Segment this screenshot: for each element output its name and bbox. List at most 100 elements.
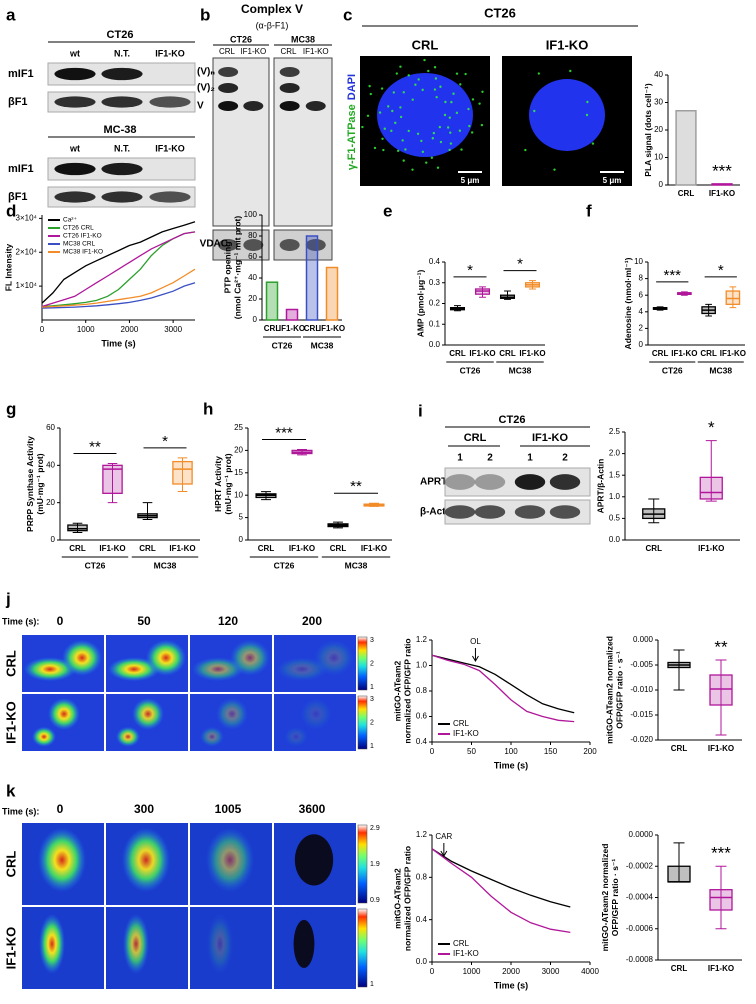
group-label: CT26 <box>272 340 293 350</box>
annotation: CAR <box>435 832 452 841</box>
x-tick-label: IF1-KO <box>361 544 387 553</box>
significance: * <box>718 262 724 279</box>
x-tick-label: IF1-KO <box>319 324 345 333</box>
series-line <box>41 221 196 304</box>
x-tick-label: CRL <box>499 349 516 358</box>
dot <box>439 140 443 144</box>
y-axis-label: HPRT Activity <box>213 456 223 512</box>
x-tick-label: 200 <box>583 747 597 756</box>
colorbar-label: 1 <box>370 743 374 750</box>
cell <box>122 827 170 892</box>
dot <box>537 72 541 75</box>
y-tick-label: 1.2 <box>416 830 428 839</box>
series-line <box>431 654 575 714</box>
colorbar-label: 2 <box>370 660 374 667</box>
dot <box>467 107 470 111</box>
lane-label: N.T. <box>114 48 130 58</box>
dot <box>460 148 463 151</box>
band <box>54 67 96 81</box>
y-axis-label: (mU·mg⁻¹ prot) <box>35 453 45 514</box>
x-tick-label: IF1-KO <box>708 744 734 753</box>
x-axis-label: Time (s) <box>494 980 528 990</box>
band <box>149 191 191 203</box>
dot <box>471 98 475 101</box>
band <box>474 474 506 490</box>
x-axis-label: Time (s) <box>494 760 528 770</box>
y-tick-label: 80 <box>248 231 257 240</box>
group-label: MC38 <box>154 560 177 570</box>
counterstain: DAPI <box>346 74 358 100</box>
dot <box>423 58 426 62</box>
significance: *** <box>712 161 732 180</box>
bar <box>675 110 697 186</box>
band <box>243 239 264 251</box>
whisker <box>177 457 188 492</box>
blot <box>212 57 270 227</box>
x-tick-label: 2000 <box>121 325 139 334</box>
lane-label: IF1-KO <box>155 48 185 58</box>
series-line <box>41 282 196 309</box>
x-tick-label: IF1-KO <box>169 544 195 553</box>
band <box>514 505 546 519</box>
x-axis-label: Time (s) <box>101 338 135 348</box>
x-tick-label: CRL <box>330 544 347 553</box>
y-tick-label: 40 <box>248 273 257 282</box>
panel-label: a <box>6 5 16 24</box>
dot <box>585 113 589 117</box>
y-tick-label: 0.5 <box>609 514 621 523</box>
significance: * <box>467 262 473 279</box>
dot <box>390 129 393 133</box>
dot <box>381 137 384 140</box>
dot <box>449 142 453 145</box>
block-title: MC-38 <box>103 124 136 136</box>
y-tick-label: 40 <box>654 70 663 79</box>
band <box>218 101 239 111</box>
scale-bar-label: 5 μm <box>603 176 622 185</box>
y-axis-label: normalized OFP/GFP ratio <box>402 638 412 743</box>
group-label: CT26 <box>662 365 683 375</box>
group-label: CT26 <box>274 560 295 570</box>
cell <box>206 827 254 892</box>
panel-label: i <box>418 401 423 420</box>
significance: *** <box>711 844 731 863</box>
time-label: Time (s): <box>2 806 39 816</box>
x-tick-label: CRL <box>652 349 669 358</box>
time-point: 1005 <box>215 802 242 816</box>
x-tick-label: CRL <box>258 544 275 553</box>
band-label: V <box>197 101 204 112</box>
y-tick-label: -0.0008 <box>626 955 654 964</box>
x-tick-label: IF1-KO <box>708 964 734 973</box>
bar <box>711 183 733 186</box>
y-tick-label: 0.8 <box>416 872 428 881</box>
box <box>725 290 741 305</box>
cell <box>314 639 354 676</box>
x-tick-label: IF1-KO <box>289 544 315 553</box>
panel-label: e <box>383 201 392 220</box>
box <box>667 865 691 883</box>
cell <box>216 697 248 730</box>
x-tick-label: 100 <box>504 747 518 756</box>
band <box>54 96 96 108</box>
y-tick-label: 40 <box>46 460 55 469</box>
y-axis-label: mitGO-ATeam2 <box>392 868 402 929</box>
band <box>549 474 581 490</box>
band <box>279 83 300 93</box>
bar <box>305 235 319 321</box>
y-axis-label: PTP opening <box>222 242 232 294</box>
dot <box>431 137 435 140</box>
colorbar <box>357 636 368 691</box>
y-tick-label: -0.0006 <box>626 924 654 933</box>
block-title: CT26 <box>107 29 134 41</box>
dot <box>425 161 428 164</box>
colorbar-label: 1 <box>370 981 374 988</box>
lane-label: 1 <box>527 453 533 464</box>
dot <box>378 111 382 114</box>
nucleus <box>529 79 605 151</box>
dot <box>459 83 462 86</box>
row-label: IF1-KO <box>3 701 18 744</box>
band <box>101 96 143 108</box>
band <box>54 191 96 203</box>
dot <box>470 131 474 134</box>
group-label: MC38 <box>709 365 732 375</box>
legend-label: CRL <box>453 719 470 728</box>
